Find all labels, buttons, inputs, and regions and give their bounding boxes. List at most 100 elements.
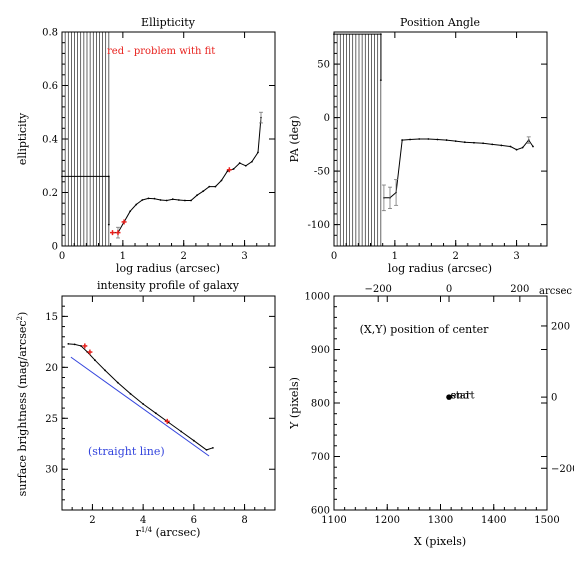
ellipticity-ticks	[61, 31, 275, 247]
data-point	[257, 151, 259, 154]
data-point	[180, 430, 183, 433]
data-point	[141, 199, 144, 201]
data-point	[445, 139, 448, 141]
data-point	[135, 203, 138, 206]
x-tick-label: 4	[140, 515, 146, 526]
data-point	[436, 138, 439, 141]
data-point	[129, 392, 132, 395]
y-tick-label: 800	[311, 399, 330, 410]
y-tick-label: 0.6	[42, 81, 58, 92]
data-point	[532, 145, 534, 148]
y-tick-label: 900	[311, 345, 330, 356]
ellipticity-error-bars	[115, 111, 264, 239]
intensity-xlabel-rest: (arcsec)	[152, 526, 200, 539]
data-point	[509, 145, 512, 148]
data-point	[427, 138, 430, 140]
data-point	[196, 194, 199, 197]
data-point	[116, 381, 119, 384]
intensity-xlabel-sup: 1/4	[141, 526, 153, 534]
series-line	[62, 175, 110, 225]
y-tick-label: 0.8	[42, 28, 58, 39]
series-line	[112, 117, 262, 234]
right-tick-label: 200	[551, 321, 570, 332]
position-angle-error-bars	[381, 136, 531, 212]
x-tick-label: 2	[453, 251, 459, 262]
position-angle-title: Position Angle	[400, 16, 480, 29]
right-tick-label: −200	[551, 464, 574, 475]
data-point	[154, 412, 157, 415]
center-position-ylabel: Y (pixels)	[288, 377, 301, 430]
position-angle-ticks	[333, 31, 547, 247]
y-tick-label: 0	[324, 113, 330, 124]
intensity-profile-panel: intensity profile of galaxy 2 4 6 8 15 20 25 30…	[16, 279, 276, 539]
y-tick-label: 30	[45, 465, 58, 476]
data-point	[208, 185, 211, 188]
intensity-xlabel-base: r	[136, 526, 142, 539]
data-point	[107, 223, 110, 226]
y-tick-label: 700	[311, 452, 330, 463]
data-point	[491, 143, 494, 146]
intensity-profile-ticks	[62, 295, 275, 511]
data-point	[147, 197, 150, 200]
y-tick-label: 25	[45, 414, 58, 425]
intensity-profile-annotation: (straight line)	[88, 445, 165, 458]
right-tick-label: 0	[551, 393, 557, 404]
y-tick-label: 1000	[305, 292, 330, 303]
data-point	[192, 439, 195, 442]
position-angle-ylabel: PA (deg)	[288, 115, 301, 162]
data-point	[521, 146, 524, 149]
y-tick-label: -100	[308, 220, 330, 231]
x-tick-label: 1300	[428, 515, 453, 526]
x-tick-label: 1400	[481, 515, 506, 526]
data-point	[177, 199, 180, 201]
x-tick-label: 1	[120, 251, 126, 262]
data-point	[232, 168, 235, 170]
center-position-title: (X,Y) position of center	[360, 323, 490, 336]
y-tick-label: 600	[311, 506, 330, 517]
x-tick-label: 1200	[375, 515, 400, 526]
intensity-profile-axes-frame	[61, 295, 276, 511]
data-point	[473, 141, 475, 144]
x-tick-label: 2	[181, 251, 187, 262]
top-tick-label: 0	[446, 284, 452, 295]
position-angle-xlabel: log radius (arcsec)	[388, 262, 492, 275]
ellipticity-xlabel: log radius (arcsec)	[116, 262, 220, 275]
data-point	[129, 210, 132, 213]
x-tick-label: 8	[241, 515, 247, 526]
x-tick-label: 0	[331, 251, 337, 262]
data-point	[94, 359, 96, 362]
data-point	[418, 138, 421, 140]
top-tick-label: 200	[510, 284, 529, 295]
y-tick-label: 15	[45, 312, 58, 323]
data-point	[482, 142, 484, 145]
ellipticity-hatch-region	[61, 32, 110, 246]
data-point	[153, 197, 156, 200]
x-tick-label: 2	[89, 515, 95, 526]
y-tick-label: 0	[52, 242, 58, 253]
y-tick-label: -50	[314, 167, 330, 178]
data-point	[379, 79, 382, 82]
data-point	[238, 162, 241, 164]
fit-line	[70, 356, 210, 457]
x-tick-label: 3	[241, 251, 247, 262]
intensity-profile-tick-labels: 2 4 6 8 15 20 25 30	[45, 312, 247, 526]
center-position-tick-labels: 1100 1200 1300 1400 1500 600 700 800 900 1000 −200…	[305, 284, 574, 526]
data-point	[454, 140, 457, 143]
x-tick-label: 0	[59, 251, 65, 262]
ellipticity-tick-labels: 0 1 2 3 0 0.2 0.4 0.6 0.8	[42, 28, 248, 263]
x-tick-label: 1	[392, 251, 398, 262]
ellipticity-ylabel: ellipticity	[16, 112, 29, 165]
intensity-profile-xlabel: r1/4 (arcsec)	[136, 526, 201, 539]
y-tick-label: 20	[45, 363, 58, 374]
data-point	[159, 199, 162, 201]
data-point	[244, 164, 247, 167]
top-tick-label: −200	[364, 284, 391, 295]
data-point	[67, 342, 70, 345]
data-point	[409, 138, 411, 141]
x-tick-label: 3	[513, 251, 519, 262]
series-line	[334, 33, 382, 81]
intensity-profile-problem-points	[82, 343, 170, 424]
x-tick-label: 6	[191, 515, 197, 526]
y-tick-label: 0.4	[42, 135, 58, 146]
y-tick-label: 50	[317, 60, 330, 71]
